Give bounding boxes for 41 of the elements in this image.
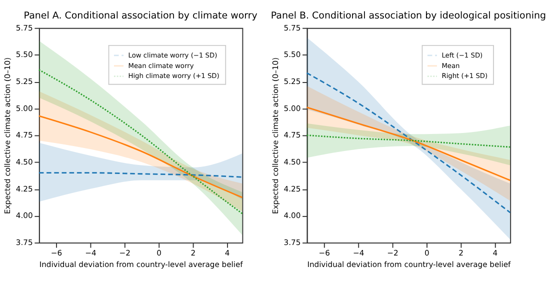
x-tick-label: −6 [318, 248, 330, 258]
y-tick-label: 3.75 [284, 238, 301, 247]
x-axis-title: Individual deviation from country-level average belief [307, 260, 511, 269]
x-tick-label: 4 [224, 248, 230, 258]
x-tick-label: −2 [387, 248, 398, 258]
y-tick-label: 4.00 [16, 211, 33, 220]
chart-title: Panel B. Conditional association by ideological positioning [270, 10, 546, 22]
y-tick-label: 5.00 [284, 104, 301, 113]
y-tick-label: 5.25 [16, 76, 33, 86]
x-tick-label: −2 [119, 248, 131, 258]
y-tick-label: 4.75 [284, 130, 301, 140]
chart-title: Panel A. Conditional association by climate worry [24, 10, 258, 22]
y-tick-label: 4.75 [16, 130, 33, 140]
y-tick-label: 4.00 [284, 211, 301, 220]
line-series [38, 69, 243, 214]
line-series [306, 106, 511, 182]
y-tick-label: 4.50 [16, 157, 33, 166]
y-tick-label: 5.75 [16, 23, 33, 32]
x-axis-title: Individual deviation from country-level average belief [39, 260, 244, 269]
x-tick-label: 2 [190, 248, 196, 258]
y-axis-title: Expected collective climate action (0–10) [3, 57, 12, 214]
line-series [38, 115, 243, 198]
x-tick-label: 2 [458, 248, 464, 258]
x-tick-label: −4 [352, 248, 364, 258]
y-tick-label: 4.50 [284, 157, 301, 166]
y-tick-label: 5.75 [284, 23, 301, 32]
line-series [306, 72, 511, 214]
line-series [306, 134, 511, 148]
x-tick-label: −4 [85, 248, 96, 258]
y-tick-label: 5.50 [284, 50, 301, 60]
y-tick-label: 5.50 [16, 50, 33, 60]
y-tick-label: 4.25 [16, 184, 33, 194]
x-tick-label: 0 [424, 248, 430, 258]
x-tick-label: −6 [50, 248, 62, 258]
x-tick-label: 4 [492, 248, 498, 258]
y-tick-label: 3.75 [16, 238, 33, 247]
y-tick-label: 4.25 [284, 184, 301, 194]
x-tick-label: 0 [156, 248, 162, 258]
y-tick-label: 5.25 [284, 76, 301, 86]
y-tick-label: 5.00 [16, 104, 33, 113]
y-axis-title: Expected collective climate action (0–10) [271, 57, 280, 214]
